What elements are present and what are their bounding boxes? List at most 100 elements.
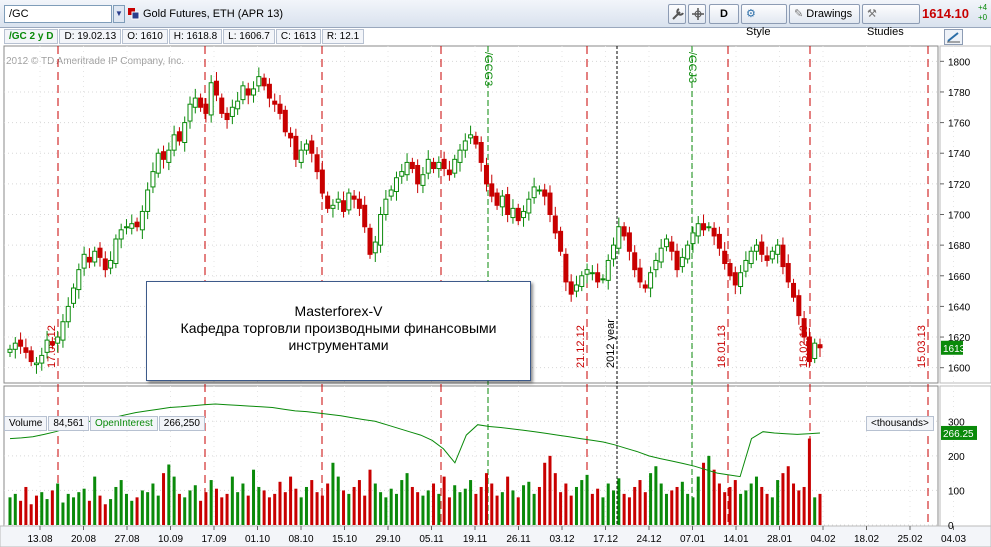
candle-body xyxy=(393,177,399,193)
price-axis[interactable] xyxy=(939,45,991,384)
volume-bar xyxy=(363,495,367,525)
candle-body xyxy=(716,233,722,249)
candle-body xyxy=(102,258,108,271)
candle-body xyxy=(738,272,744,287)
studies-button[interactable]: ⚒ Studies xyxy=(862,4,920,38)
candle-body xyxy=(86,256,92,263)
tools-button[interactable] xyxy=(668,4,686,24)
note-line-2: Кафедра торговли производными финансовым… xyxy=(180,320,497,336)
volume-bar xyxy=(680,481,684,525)
volume-bar xyxy=(252,469,256,525)
candle-body xyxy=(605,259,611,281)
candle-body xyxy=(801,318,807,338)
candle-body xyxy=(441,158,447,170)
volume-bar xyxy=(717,483,721,525)
volume-bar xyxy=(659,483,663,525)
volume-bar xyxy=(580,480,584,525)
chart-settings-button[interactable] xyxy=(944,29,963,45)
candle-body xyxy=(251,88,257,96)
candle-body xyxy=(92,250,98,263)
volume-bar xyxy=(236,492,240,525)
volume-bar xyxy=(712,469,716,525)
candle-body xyxy=(55,336,61,344)
last-price-marker xyxy=(941,340,963,355)
candle-body xyxy=(208,82,214,116)
candle-body xyxy=(325,195,331,209)
chart-area[interactable]: 2012 © TD Ameritrade IP Company, Inc. 160… xyxy=(0,28,991,547)
time-tick-label: 10.09 xyxy=(158,534,183,545)
time-tick-label: 25.02 xyxy=(897,534,922,545)
price-tick-label: 1620 xyxy=(948,333,971,344)
symbol-input[interactable]: /GC xyxy=(4,5,112,23)
candle-body xyxy=(118,229,124,240)
timeframe-button[interactable]: D xyxy=(709,4,739,24)
volume-bar xyxy=(82,488,86,525)
volume-bar xyxy=(204,492,208,525)
crosshair-icon xyxy=(692,8,704,20)
open-interest-label[interactable]: OpenInterest xyxy=(89,416,158,431)
volume-bar xyxy=(532,493,536,525)
candle-body xyxy=(420,174,426,186)
volume-bar xyxy=(818,493,822,525)
volume-bar xyxy=(40,492,44,525)
candle-body xyxy=(473,135,479,145)
volume-bar xyxy=(299,497,303,525)
volume-bar xyxy=(379,492,383,525)
candle-body xyxy=(399,171,405,177)
style-button[interactable]: ⚙ Style xyxy=(741,4,787,38)
volume-bar xyxy=(140,490,144,525)
volume-bar xyxy=(188,490,192,525)
volume-bar xyxy=(617,478,621,525)
candle-body xyxy=(378,214,384,246)
volume-bar xyxy=(405,473,409,525)
volume-bar xyxy=(537,486,541,525)
time-axis[interactable] xyxy=(0,525,991,547)
volume-bar xyxy=(220,497,224,525)
volume-bar xyxy=(447,497,451,525)
time-tick-label: 03.12 xyxy=(549,534,574,545)
open-interest-marker xyxy=(941,425,977,440)
time-tick-label: 08.10 xyxy=(288,534,313,545)
symbol-link-icon[interactable] xyxy=(128,8,140,20)
price-tick-label: 1660 xyxy=(948,272,971,283)
drawings-button[interactable]: ✎ Drawings xyxy=(789,4,860,24)
time-tick-label: 01.10 xyxy=(245,534,270,545)
volume-label[interactable]: Volume xyxy=(4,416,48,431)
studies-label: Studies xyxy=(867,26,904,38)
crosshair-button[interactable] xyxy=(688,4,706,24)
volume-bar xyxy=(400,480,404,525)
volume-bar xyxy=(495,495,499,525)
volume-bar xyxy=(564,483,568,525)
bar-date: D: 19.02.13 xyxy=(59,29,122,44)
candle-body xyxy=(812,342,818,359)
chart-symbol-label[interactable]: /GC 2 y D xyxy=(4,29,59,44)
volume-bar xyxy=(347,493,351,525)
candle-body xyxy=(362,204,368,228)
chart-header: /GC 2 y D D: 19.02.13 O: 1610 H: 1618.8 … xyxy=(4,29,365,44)
studies-icon: ⚒ xyxy=(867,8,877,20)
candle-body xyxy=(579,275,585,287)
candle-body xyxy=(97,247,103,258)
candle-body xyxy=(129,223,135,229)
volume-bar xyxy=(728,486,732,525)
volume-bar xyxy=(453,485,457,525)
candle-body xyxy=(494,192,500,206)
price-tick-label: 1780 xyxy=(948,88,971,99)
candle-body xyxy=(298,149,304,163)
candle-body xyxy=(542,189,548,197)
candle-body xyxy=(346,192,352,211)
candle-body xyxy=(505,194,511,216)
volume-bar xyxy=(267,497,271,525)
candle-body xyxy=(309,140,315,154)
candle-body xyxy=(600,278,606,281)
candle-body xyxy=(409,161,415,170)
volume-bar xyxy=(368,469,372,525)
candle-body xyxy=(632,252,638,271)
candle-body xyxy=(732,272,738,286)
candle-body xyxy=(28,350,34,363)
symbol-dropdown-icon[interactable]: ▼ xyxy=(113,5,125,23)
volume-bar xyxy=(675,486,679,525)
volume-bar xyxy=(66,493,70,525)
chart-canvas[interactable]: 2012 © TD Ameritrade IP Company, Inc. 160… xyxy=(0,28,991,547)
